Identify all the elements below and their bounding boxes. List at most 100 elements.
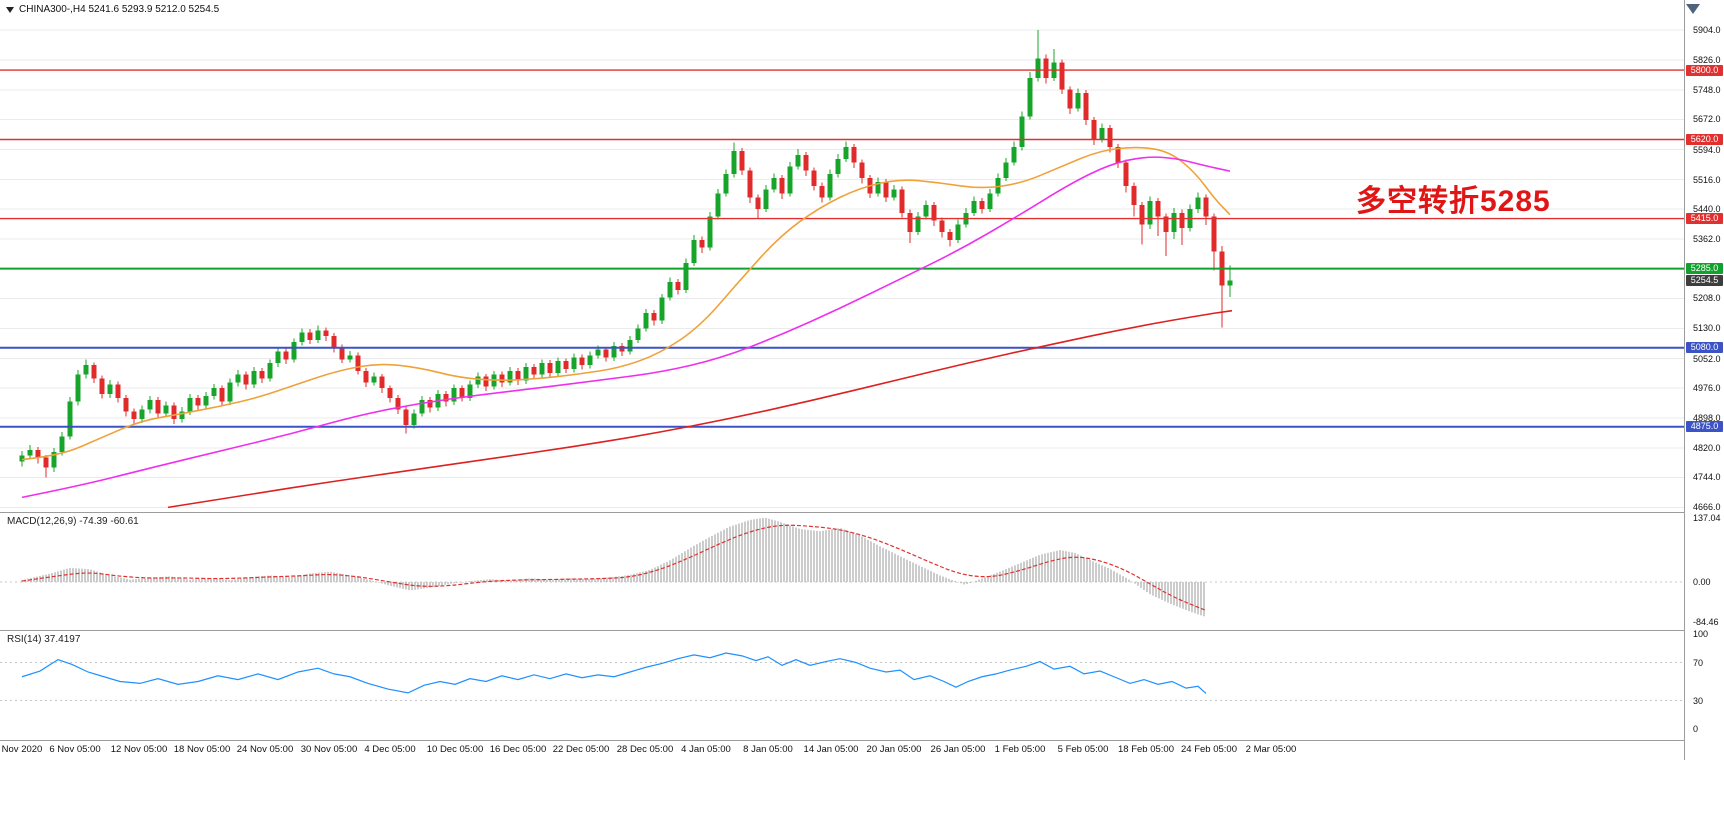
candle (707, 216, 713, 248)
candle (1027, 77, 1033, 117)
rsi-tick-label: 100 (1693, 629, 1709, 639)
price-tick-label: 5904.0 (1693, 25, 1721, 35)
candle (555, 361, 561, 373)
candle (691, 239, 697, 263)
candle (683, 262, 689, 290)
time-tick-label: 4 Dec 05:00 (364, 744, 416, 755)
candle (931, 205, 937, 221)
candle (587, 355, 593, 366)
panel-separator-rsi[interactable] (0, 630, 1684, 631)
candle (651, 313, 657, 321)
time-axis[interactable]: Nov 2020 6 Nov 05:00 12 Nov 05:00 18 Nov 05… (0, 741, 1684, 761)
price-tick-label: 5362.0 (1693, 233, 1721, 244)
candle (659, 297, 665, 321)
price-tick-label: 5516.0 (1693, 174, 1721, 185)
price-tick-label: 4898.0 (1693, 412, 1721, 423)
price-tick-label: 5826.0 (1693, 55, 1721, 66)
time-tick-label: 4 Jan 05:00 (681, 744, 731, 755)
ma-slow-magenta (21, 156, 1231, 499)
time-tick-label: 30 Nov 05:00 (300, 744, 358, 755)
price-level-badge: 4875.0 (1686, 421, 1723, 433)
time-axis-separator (0, 740, 1684, 741)
candle (347, 355, 353, 360)
candle (251, 370, 257, 385)
candle (211, 388, 217, 396)
macd-tick-label: 0.00 (1693, 577, 1711, 587)
price-level-badge: 5620.0 (1686, 134, 1723, 145)
candle (523, 367, 529, 381)
candle (579, 357, 585, 366)
candle (731, 151, 737, 175)
candle (339, 347, 345, 360)
text-annotation[interactable]: 多空转折5285 (1356, 185, 1551, 218)
candle (331, 336, 337, 348)
candle (403, 409, 409, 425)
candle (1195, 197, 1201, 209)
price-tick-label: 5052.0 (1693, 353, 1721, 364)
candle (851, 147, 857, 163)
candle (947, 232, 953, 240)
price-chart[interactable] (0, 0, 1684, 760)
candle (299, 332, 305, 342)
price-tick-label: 5672.0 (1693, 114, 1721, 125)
candle (1019, 116, 1025, 148)
candle (83, 365, 89, 375)
panel-separator-macd[interactable] (0, 512, 1684, 513)
macd-indicator-label: MACD(12,26,9) -74.39 -60.61 (7, 516, 139, 527)
price-level-badge: 5080.0 (1686, 342, 1723, 354)
candle (1035, 58, 1041, 78)
candle (75, 374, 81, 402)
time-tick-label: 28 Dec 05:00 (616, 744, 674, 755)
candle (475, 376, 481, 385)
symbol-ohlc-text: CHINA300-,H4 5241.6 5293.9 5212.0 5254.5 (19, 4, 220, 15)
price-tick-label: 5748.0 (1693, 85, 1721, 96)
candle (35, 449, 41, 458)
hlines-layer (0, 69, 1684, 428)
candle (195, 397, 201, 406)
time-tick-label: 12 Nov 05:00 (110, 744, 168, 755)
time-tick-label: 10 Dec 05:00 (426, 744, 484, 755)
candle (107, 384, 113, 395)
candle (355, 355, 361, 371)
candle (971, 201, 977, 213)
candle (1155, 201, 1161, 217)
candle (1131, 185, 1137, 206)
candle (755, 197, 761, 209)
candle (987, 193, 993, 209)
candle (131, 411, 137, 420)
candle (1179, 212, 1185, 229)
price-level-badge: 5415.0 (1686, 213, 1723, 225)
candle (363, 370, 369, 383)
moving-averages-layer (21, 146, 1233, 509)
candle (835, 158, 841, 175)
candle (1075, 93, 1081, 109)
candle (915, 216, 921, 233)
candle (59, 436, 65, 452)
candle (411, 413, 417, 425)
candle (67, 401, 73, 437)
ma-long-red (167, 309, 1233, 509)
candle (395, 397, 401, 410)
chart-shift-marker-icon[interactable] (1686, 4, 1700, 14)
time-tick-label: 14 Jan 05:00 (803, 744, 859, 755)
candle (99, 378, 105, 395)
candle (163, 405, 169, 414)
candle (259, 370, 265, 379)
candle (667, 282, 673, 298)
price-tick-label: 4976.0 (1693, 382, 1721, 393)
symbol-ohlc-line: CHINA300-,H4 5241.6 5293.9 5212.0 5254.5 (6, 4, 219, 15)
candle (1099, 127, 1105, 140)
price-axis[interactable]: 5904.0 5826.0 5748.0 5672.0 5594.0 5516.0 5440… (1685, 0, 1724, 760)
candle (883, 181, 889, 198)
time-tick-label: 6 Nov 05:00 (49, 744, 101, 755)
price-tick-label: 4820.0 (1693, 442, 1721, 453)
price-tick-label: 5208.0 (1693, 293, 1721, 304)
time-tick-label: 18 Nov 05:00 (173, 744, 231, 755)
candle (51, 451, 57, 468)
candle (235, 374, 241, 383)
candle (907, 212, 913, 233)
price-tick-label: 5130.0 (1693, 323, 1721, 334)
candle (459, 388, 465, 398)
candle (627, 340, 633, 352)
time-tick-label: 22 Dec 05:00 (552, 744, 610, 755)
